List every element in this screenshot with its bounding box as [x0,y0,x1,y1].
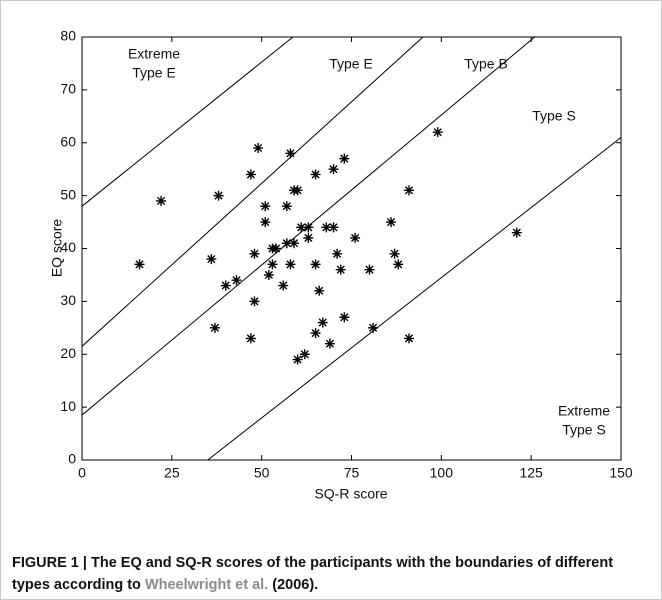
point [292,354,303,365]
point [263,269,274,280]
point [321,222,332,233]
point [249,296,260,307]
point [335,264,346,275]
caption: FIGURE 1 | The EQ and SQ-R scores of the… [12,552,652,596]
x-tick-label: 0 [78,465,86,481]
point [339,153,350,164]
point [328,164,339,175]
point [296,222,307,233]
point [350,232,361,243]
point [310,169,321,180]
point [324,338,335,349]
point [432,127,443,138]
point [209,322,220,333]
point [389,248,400,259]
chart: SQ-R score EQ score 0 25 50 75 100 125 150 0 10 2… [49,28,633,502]
plot-frame [81,36,622,461]
point [310,328,321,339]
annotation: Extreme [558,403,610,419]
boundary-line [82,37,294,207]
point [245,333,256,344]
point [253,143,264,154]
y-tick-label: 60 [60,133,76,149]
point [386,217,397,228]
y-tick-label: 40 [60,239,76,255]
y-axis-label: EQ score [49,219,65,278]
point [328,222,339,233]
annotation: Type B [464,56,508,72]
point [231,275,242,286]
annotation: Type S [562,422,606,438]
x-tick-label: 150 [609,465,633,481]
point [317,317,328,328]
point [249,248,260,259]
y-tick-label: 70 [60,81,76,97]
boundary-line [207,137,621,460]
y-tick-label: 20 [60,345,76,361]
point [303,232,314,243]
point [332,248,343,259]
point [206,254,217,265]
annotation: Extreme [128,46,180,62]
x-tick-label: 100 [430,465,454,481]
point [403,333,414,344]
x-tick-label: 125 [519,465,543,481]
point [213,190,224,201]
point [260,201,271,212]
x-axis-label: SQ-R score [314,486,387,502]
point [220,280,231,291]
y-tick-label: 50 [60,186,76,202]
reference-link[interactable]: Wheelwright et al. [144,577,269,593]
x-tick-label: 50 [254,465,270,481]
point [314,285,325,296]
point [285,148,296,159]
point [393,259,404,270]
point [156,195,167,206]
point [339,312,350,323]
y-tick-label: 0 [68,451,76,467]
point [368,322,379,333]
point [292,185,303,196]
point [278,280,289,291]
point [310,259,321,270]
point [403,185,414,196]
y-tick-label: 10 [60,398,76,414]
annotation: Type E [329,56,373,72]
point [289,238,300,249]
annotation: Type E [132,65,176,81]
x-tick-label: 25 [164,465,180,481]
point [245,169,256,180]
caption-text: FIGURE 1 | The EQ and SQ-R scores of the… [12,555,614,593]
point [281,238,292,249]
y-tick-label: 30 [60,292,76,308]
point [134,259,145,270]
caption-year: (2006). [272,577,319,593]
y-tick-label: 80 [60,28,76,44]
point [285,259,296,270]
point [281,201,292,212]
point [267,259,278,270]
x-tick-label: 75 [344,465,360,481]
point [271,243,282,254]
point [511,227,522,238]
point [260,217,271,228]
point [364,264,375,275]
annotation: Type S [532,108,576,124]
boundary-line [82,37,424,347]
point [299,349,310,360]
point [303,222,314,233]
